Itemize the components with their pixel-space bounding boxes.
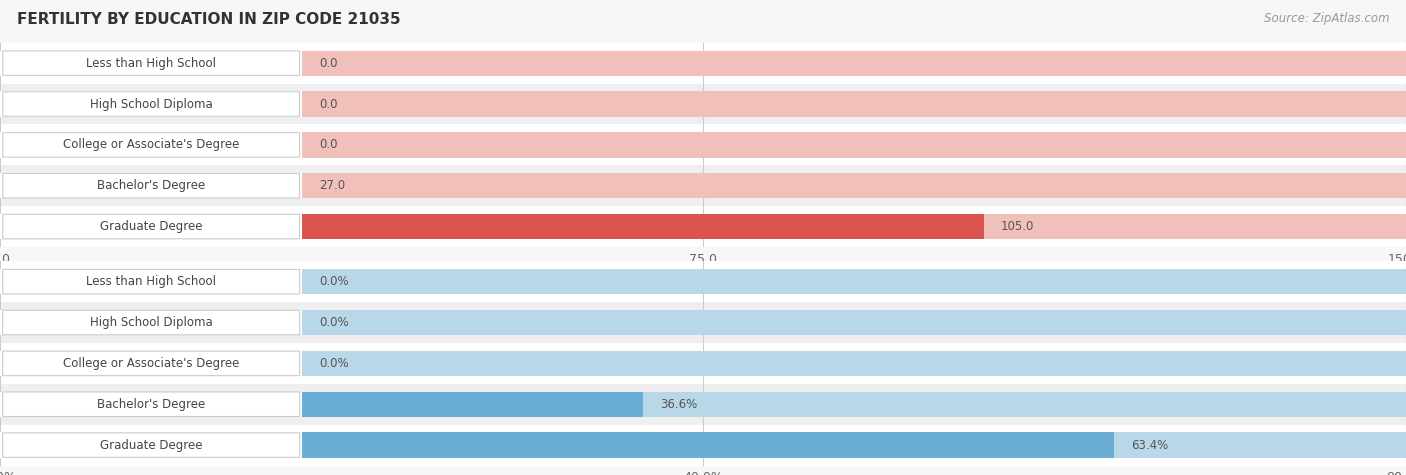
Bar (0, 425, 1406, 466)
Bar (302, 132, 1406, 158)
Text: 0.0%: 0.0% (319, 275, 349, 288)
Text: 63.4%: 63.4% (1130, 438, 1168, 452)
Bar (302, 391, 1406, 417)
Bar (302, 173, 1406, 199)
Bar (0, 432, 302, 458)
Bar (302, 214, 984, 239)
Bar (0, 84, 1406, 124)
FancyBboxPatch shape (3, 173, 299, 198)
Text: Source: ZipAtlas.com: Source: ZipAtlas.com (1264, 12, 1389, 25)
Bar (0, 343, 1406, 384)
Bar (0, 165, 1406, 206)
Text: College or Associate's Degree: College or Associate's Degree (63, 138, 239, 152)
FancyBboxPatch shape (3, 351, 299, 376)
Bar (0, 302, 1406, 343)
Bar (0, 206, 1406, 247)
Text: 0.0%: 0.0% (319, 357, 349, 370)
Text: 105.0: 105.0 (1001, 220, 1035, 233)
Bar (0, 351, 302, 376)
Text: 0.0: 0.0 (319, 57, 337, 70)
Text: 27.0: 27.0 (319, 179, 346, 192)
Bar (0, 91, 302, 117)
Bar (0, 261, 1406, 302)
Bar (302, 50, 1406, 76)
Bar (302, 214, 1406, 239)
Bar (0, 391, 302, 417)
FancyBboxPatch shape (3, 214, 299, 239)
FancyBboxPatch shape (3, 133, 299, 157)
Text: Less than High School: Less than High School (86, 275, 217, 288)
Bar (302, 391, 644, 417)
Text: Graduate Degree: Graduate Degree (100, 438, 202, 452)
FancyBboxPatch shape (3, 310, 299, 335)
FancyBboxPatch shape (3, 92, 299, 116)
Text: FERTILITY BY EDUCATION IN ZIP CODE 21035: FERTILITY BY EDUCATION IN ZIP CODE 21035 (17, 12, 401, 27)
FancyBboxPatch shape (3, 433, 299, 457)
Bar (0, 50, 302, 76)
Text: 0.0%: 0.0% (319, 316, 349, 329)
Text: College or Associate's Degree: College or Associate's Degree (63, 357, 239, 370)
FancyBboxPatch shape (3, 392, 299, 417)
Bar (0, 173, 253, 199)
Text: Graduate Degree: Graduate Degree (100, 220, 202, 233)
Bar (302, 91, 1406, 117)
Bar (0, 269, 302, 294)
Text: Less than High School: Less than High School (86, 57, 217, 70)
Bar (0, 214, 302, 239)
Bar (0, 124, 1406, 165)
Bar (0, 384, 1406, 425)
Bar (0, 132, 302, 158)
Bar (0, 310, 302, 335)
Bar (302, 432, 1115, 458)
Text: High School Diploma: High School Diploma (90, 316, 212, 329)
Text: Bachelor's Degree: Bachelor's Degree (97, 398, 205, 411)
Bar (0, 173, 302, 199)
Bar (0, 43, 1406, 84)
Text: 0.0: 0.0 (319, 97, 337, 111)
FancyBboxPatch shape (3, 269, 299, 294)
Bar (302, 432, 1406, 458)
Text: Bachelor's Degree: Bachelor's Degree (97, 179, 205, 192)
Text: High School Diploma: High School Diploma (90, 97, 212, 111)
FancyBboxPatch shape (3, 51, 299, 76)
Text: 0.0: 0.0 (319, 138, 337, 152)
Bar (302, 351, 1406, 376)
Bar (302, 310, 1406, 335)
Text: 36.6%: 36.6% (661, 398, 697, 411)
Bar (302, 269, 1406, 294)
